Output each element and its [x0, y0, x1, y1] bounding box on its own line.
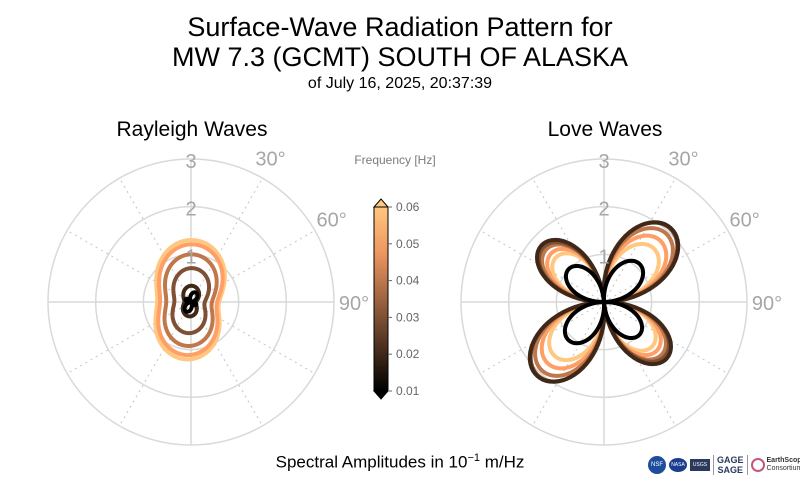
pattern-curve: [162, 252, 219, 348]
love-polar-axes: 1 2 3 30° 60° 90°: [460, 148, 782, 446]
caption-unit: m/Hz: [480, 452, 525, 472]
caption-exponent: −1: [467, 452, 480, 464]
colorbar-label: Frequency [Hz]: [354, 153, 436, 167]
r-tick-label: 1: [185, 246, 196, 268]
love-panel-title: Love Waves: [547, 118, 663, 141]
caption-prefix: Spectral Amplitudes in: [275, 452, 449, 472]
colorbar-extend-bottom: [372, 390, 390, 400]
rayleigh-polar-axes: 1 2 3 30° 60° 90°: [47, 148, 369, 446]
rayleigh-panel-title: Rayleigh Waves: [116, 118, 268, 141]
theta-tick-label: 30°: [255, 148, 285, 170]
r-tick-label: 1: [598, 246, 609, 268]
chart-title-line1: Surface-Wave Radiation Pattern for: [187, 12, 613, 42]
r-tick-label: 2: [598, 199, 609, 221]
r-tick-label: 3: [598, 151, 609, 173]
r-tick-label: 2: [185, 199, 196, 221]
theta-tick-label: 90°: [339, 293, 369, 315]
nsf-logo: NSF: [648, 456, 666, 474]
grid-spoke: [190, 301, 316, 375]
colorbar-tick-label: 0.06: [396, 200, 420, 214]
colorbar-tick-label: 0.02: [396, 347, 420, 361]
theta-tick-label: 30°: [668, 148, 698, 170]
usgs-logo: USGS: [690, 459, 710, 471]
colorbar-body: [374, 207, 388, 391]
colorbar-tick-label: 0.05: [396, 237, 420, 251]
pattern-curve: [170, 266, 212, 336]
nasa-logo: NASA: [669, 458, 687, 472]
colorbar-tick-label: 0.03: [396, 310, 420, 324]
consortium-text: Consortium: [766, 465, 800, 472]
frequency-colorbar: 0.06 0.05 0.04 0.03 0.02 0.01: [372, 198, 420, 400]
theta-tick-label: 90°: [752, 293, 782, 315]
r-tick-label: 3: [185, 151, 196, 173]
caption-base: 10: [448, 452, 468, 472]
grid-spoke: [190, 301, 264, 427]
chart-title-line2: MW 7.3 (GCMT) SOUTH OF ALASKA: [171, 42, 629, 72]
pattern-curve: [156, 242, 225, 358]
gage-text: GAGE: [717, 455, 744, 465]
chart-subtitle: of July 16, 2025, 20:37:39: [307, 75, 493, 92]
theta-tick-label: 60°: [317, 210, 347, 232]
gage-sage-logo: GAGE SAGE: [713, 455, 748, 475]
sponsor-logos: NSF NASA USGS GAGE SAGE EarthScope Conso…: [648, 450, 800, 480]
earthscope-logo: EarthScope Consortium: [750, 457, 800, 473]
colorbar-tick-label: 0.01: [396, 384, 420, 398]
amplitude-units-caption: Spectral Amplitudes in 10−1 m/Hz: [0, 452, 800, 473]
colorbar-tick-label: 0.04: [396, 274, 420, 288]
pattern-curve: [562, 258, 646, 346]
earthscope-mark-icon: [750, 458, 765, 472]
pattern-curve: [182, 290, 200, 314]
sage-text: SAGE: [717, 465, 744, 475]
theta-tick-label: 60°: [730, 210, 760, 232]
earthscope-text: EarthScope: [766, 457, 800, 464]
colorbar-extend-top: [372, 198, 390, 208]
